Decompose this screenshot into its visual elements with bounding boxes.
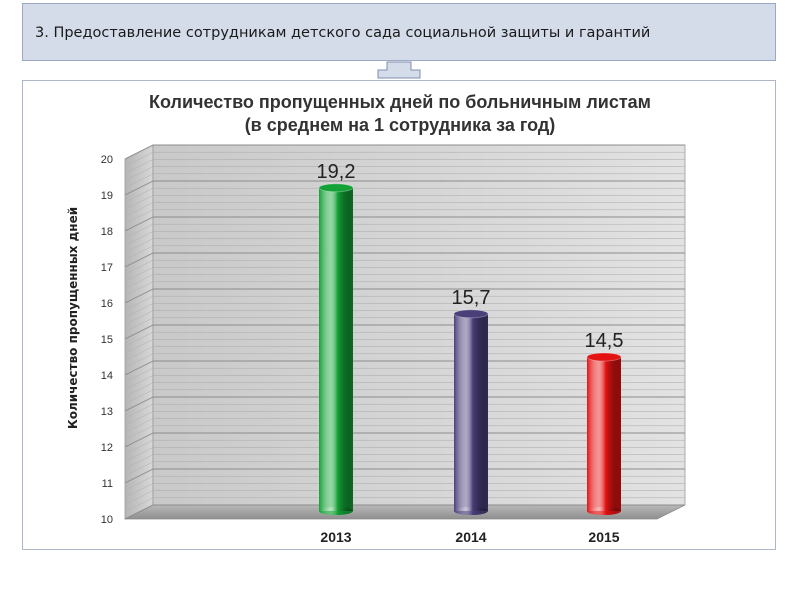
gridline-side	[124, 288, 154, 304]
gridline-side	[124, 504, 154, 520]
gridline-side	[124, 497, 154, 513]
gridline-side	[124, 187, 154, 203]
gridline-side	[124, 238, 154, 253]
gridline-side	[124, 454, 154, 469]
y-tick-label: 11	[102, 478, 113, 490]
down-arrow-icon	[377, 61, 421, 79]
y-tick-label: 16	[101, 298, 113, 310]
gridline-side	[124, 166, 154, 181]
gridline-side	[124, 403, 154, 419]
gridline-side	[124, 223, 154, 239]
bar-value-label: 15,7	[452, 287, 491, 309]
x-tick-label: 2014	[455, 529, 486, 545]
gridline-side	[124, 259, 154, 275]
gridline-side	[124, 439, 154, 455]
chart-title-line1: Количество пропущенных дней по больничны…	[149, 92, 651, 112]
gridline-side	[124, 151, 154, 167]
gridline-side	[124, 367, 154, 383]
gridline-side	[124, 216, 154, 232]
y-tick-label: 18	[101, 226, 113, 238]
gridline-side	[124, 245, 154, 261]
gridline-side	[124, 209, 154, 225]
x-tick-label: 2013	[320, 529, 351, 545]
gridline-side	[124, 375, 154, 390]
gridline-side	[124, 267, 154, 282]
y-tick-label: 15	[101, 334, 113, 346]
gridline-side	[124, 173, 154, 189]
gridline-side	[124, 274, 154, 289]
bar-2014	[453, 309, 489, 515]
y-tick-label: 13	[101, 406, 113, 418]
gridline-side	[124, 353, 154, 369]
slide-header: 3. Предоставление сотрудникам детского с…	[22, 3, 776, 61]
gridline-side	[124, 295, 154, 311]
gridline-side	[124, 432, 154, 448]
gridline-side	[124, 382, 154, 397]
gridline-side	[124, 180, 154, 196]
gridline-side	[124, 418, 154, 433]
slide-title: 3. Предоставление сотрудникам детского с…	[35, 25, 651, 41]
gridline-side	[124, 195, 154, 210]
gridline-side	[124, 468, 154, 484]
bar-value-label: 14,5	[585, 330, 624, 352]
bar-2015	[586, 352, 622, 515]
gridline-side	[124, 447, 154, 462]
gridline-side	[124, 396, 154, 412]
y-tick-label: 20	[101, 154, 113, 166]
bar-2013	[318, 183, 354, 515]
gridline-side	[124, 324, 154, 340]
gridline-side	[124, 159, 154, 174]
gridline-side	[124, 483, 154, 498]
y-tick-label: 19	[101, 190, 113, 202]
gridline-side	[124, 346, 154, 361]
y-tick-label: 12	[101, 442, 113, 454]
gridline-side	[124, 339, 154, 354]
gridline-side	[124, 331, 154, 347]
y-axis-label: Количество пропущенных дней	[66, 207, 80, 429]
gridline-side	[124, 360, 154, 376]
gridline-side	[124, 252, 154, 268]
y-tick-label: 10	[101, 514, 113, 526]
gridline-side	[124, 490, 154, 505]
gridline-side	[124, 281, 154, 297]
y-tick-label: 17	[101, 262, 113, 274]
y-tick-label: 14	[101, 370, 113, 382]
gridline-side	[124, 389, 154, 405]
gridline-side	[124, 461, 154, 477]
gridline-side	[124, 317, 154, 333]
gridline-side	[124, 303, 154, 318]
bar-value-label: 19,2	[317, 161, 356, 183]
gridline-side	[124, 310, 154, 325]
gridline-side	[124, 144, 154, 160]
gridline-side	[124, 411, 154, 426]
gridline-side	[124, 231, 154, 246]
x-tick-label: 2015	[588, 529, 619, 545]
gridline-side	[124, 425, 154, 441]
gridline-side	[124, 475, 154, 491]
gridline-side	[124, 202, 154, 217]
chart-title-line2: (в среднем на 1 сотрудника за год)	[245, 115, 556, 135]
